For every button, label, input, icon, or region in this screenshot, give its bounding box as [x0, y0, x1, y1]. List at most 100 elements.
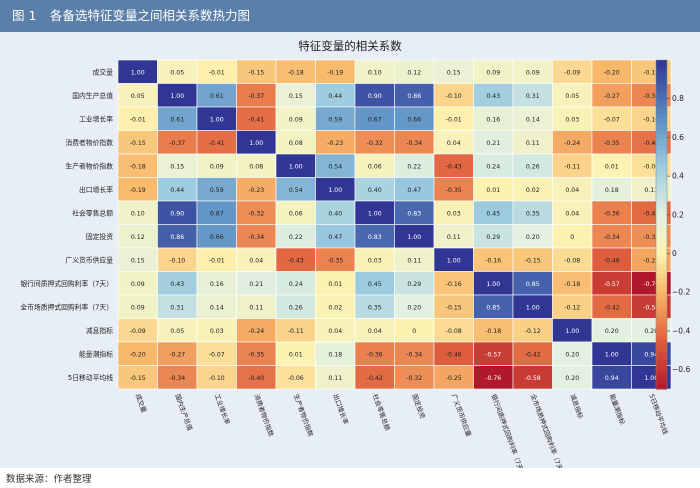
colorbar-segment	[656, 273, 667, 279]
cell-value: -0.15	[643, 69, 659, 76]
row-label: 国内生产总值	[72, 91, 113, 100]
cell-value: -0.58	[643, 304, 659, 311]
cell-value: -0.46	[446, 351, 462, 358]
colorbar-segment	[656, 72, 667, 78]
colorbar-segment	[656, 335, 667, 341]
cell-value: 0.66	[407, 116, 421, 123]
cell-value: 0.47	[328, 234, 342, 241]
cell-value: 0.26	[289, 304, 303, 311]
colorbar-segment	[656, 269, 667, 275]
cell-value: -0.07	[604, 116, 620, 123]
cell-value: 0.06	[368, 163, 382, 170]
colorbar-tick-label: 0.6	[672, 133, 684, 142]
row-label: 消费者物价指数	[65, 138, 113, 147]
cell-value: 0	[412, 328, 416, 335]
cell-value: 0.31	[526, 93, 540, 100]
cell-value: 1.00	[249, 140, 263, 147]
figure-number: 图 1	[12, 8, 37, 23]
cell-value: -0.34	[604, 234, 620, 241]
cell-value: 0.59	[328, 116, 342, 123]
colorbar-segment	[656, 376, 667, 382]
cell-value: 0.44	[170, 187, 184, 194]
cell-value: 0.29	[407, 281, 421, 288]
cell-value: 0.11	[328, 375, 342, 382]
cell-value: 0.02	[526, 187, 540, 194]
cell-value: 1.00	[644, 375, 658, 382]
cell-value: 0.15	[447, 69, 461, 76]
cell-value: 0.59	[210, 187, 224, 194]
cell-value: 0.03	[210, 328, 224, 335]
cell-value: 0.14	[210, 304, 224, 311]
cell-value: -0.25	[446, 375, 462, 382]
cell-value: -0.01	[130, 116, 146, 123]
cell-value: -0.41	[248, 116, 264, 123]
cell-value: -0.12	[564, 304, 580, 311]
colorbar-segment	[656, 331, 667, 337]
cell-value: 0.04	[328, 328, 342, 335]
colorbar-segment	[656, 302, 667, 308]
cell-value: 0.09	[210, 163, 224, 170]
cell-value: -0.18	[130, 163, 146, 170]
cell-value: 0.11	[526, 140, 540, 147]
cell-value: -0.42	[604, 304, 620, 311]
cell-value: 0.03	[447, 210, 461, 217]
colorbar-segment	[656, 121, 667, 127]
colorbar-segment	[656, 314, 667, 320]
cell-value: 0.15	[170, 163, 184, 170]
cell-value: -0.01	[446, 116, 462, 123]
row-label: 能量潮指标	[79, 349, 113, 358]
cell-value: 0.43	[170, 281, 184, 288]
colorbar-segment	[656, 290, 667, 296]
column-label: 消费者物价指数	[252, 393, 276, 439]
cell-value: -0.06	[643, 163, 659, 170]
cell-value: -0.57	[604, 281, 620, 288]
colorbar-segment	[656, 117, 667, 123]
row-label: 工业增长率	[79, 114, 113, 123]
cell-value: 0.40	[368, 187, 382, 194]
cell-value: -0.34	[169, 375, 185, 382]
colorbar-segment	[656, 351, 667, 357]
colorbar-segment	[656, 183, 667, 189]
cell-value: -0.15	[130, 140, 146, 147]
cell-value: -0.01	[209, 69, 225, 76]
colorbar-segment	[656, 105, 667, 110]
cell-value: 0.26	[526, 163, 540, 170]
cell-value: 0.18	[605, 187, 619, 194]
cell-value: -0.18	[564, 281, 580, 288]
colorbar-segment	[656, 146, 667, 152]
cell-value: 0.20	[407, 304, 421, 311]
colorbar-tick-label: −0.4	[672, 326, 690, 335]
cell-value: -0.34	[406, 140, 422, 147]
cell-value: 0.01	[486, 187, 500, 194]
cell-value: -0.01	[209, 257, 225, 264]
cell-value: 0.85	[486, 304, 500, 311]
colorbar-segment	[656, 60, 667, 65]
cell-value: 0.04	[565, 187, 579, 194]
cell-value: -0.18	[288, 69, 304, 76]
cell-value: -0.46	[604, 257, 620, 264]
colorbar-segment	[656, 195, 667, 201]
cell-value: 0.08	[249, 163, 263, 170]
cell-value: -0.42	[525, 351, 541, 358]
colorbar-segment	[656, 187, 667, 193]
colorbar-segment	[656, 175, 667, 180]
cell-value: -0.57	[485, 351, 501, 358]
colorbar-segment	[656, 240, 667, 246]
column-label: 广义货币供应量	[450, 393, 474, 439]
cell-value: -0.10	[209, 375, 225, 382]
cell-value: 0.61	[210, 93, 224, 100]
cell-value: -0.19	[327, 69, 343, 76]
cell-value: 0.40	[328, 210, 342, 217]
colorbar-segment	[656, 129, 667, 135]
cell-value: -0.20	[130, 351, 146, 358]
cell-value: 0.94	[644, 351, 658, 358]
cell-value: -0.23	[248, 187, 264, 194]
colorbar-segment	[656, 232, 667, 238]
column-label: 5日移动平均线	[647, 393, 670, 437]
cell-value: -0.32	[406, 375, 422, 382]
cell-value: -0.07	[209, 351, 225, 358]
cell-value: 0.67	[368, 116, 382, 123]
cell-value: 0.11	[644, 187, 658, 194]
correlation-heatmap: 特征变量的相关系数 1.00 0.05 -0.01 -0.15 -0.18 -0.19 0.…	[20, 39, 690, 468]
column-label: 成交量	[134, 393, 149, 415]
